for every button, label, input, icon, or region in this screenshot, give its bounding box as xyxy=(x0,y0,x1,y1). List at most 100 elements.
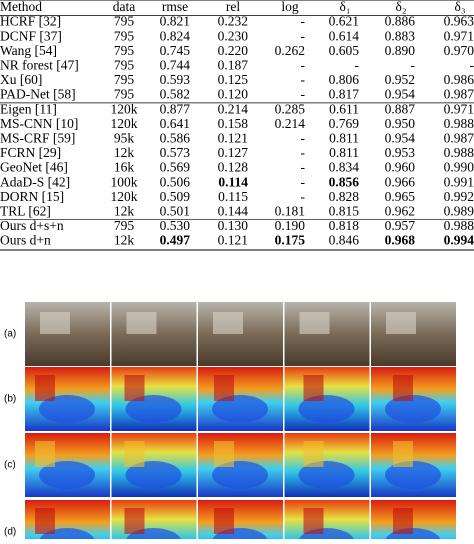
table-cell: 0.745 xyxy=(160,43,191,58)
table-cell: 0.114 xyxy=(218,174,248,189)
table-cell: 12k xyxy=(114,145,135,160)
table-cell: 0.987 xyxy=(444,130,474,145)
depth-blob xyxy=(125,441,145,467)
table-cell: - xyxy=(411,57,416,72)
table-cell: 795 xyxy=(114,14,135,29)
depth-blob xyxy=(304,508,324,534)
table-cell: 0.506 xyxy=(160,174,191,189)
table-cell: 0.890 xyxy=(385,43,416,58)
photo-detail xyxy=(127,312,157,334)
table-cell: 12k xyxy=(114,203,135,218)
table-cell: 0.744 xyxy=(160,57,191,72)
table-cell: 0.262 xyxy=(275,43,305,58)
table-cell: 0.877 xyxy=(160,101,191,116)
table-cell: TRL [62] xyxy=(0,203,51,218)
header-cell: log xyxy=(281,0,299,14)
table-cell: 0.115 xyxy=(218,189,248,204)
table-cell: 120k xyxy=(111,116,138,131)
table-cell: 0.621 xyxy=(329,14,359,29)
table-cell: DORN [15] xyxy=(0,189,64,204)
header-cell: δ₁ xyxy=(339,0,350,14)
table-cell: 0.530 xyxy=(160,218,191,233)
table-cell: 0.966 xyxy=(385,174,416,189)
table-cell: MS-CNN [10] xyxy=(0,116,78,131)
table-cell: 120k xyxy=(111,101,138,116)
header-cell: δ₂ xyxy=(395,0,406,14)
table-cell: - xyxy=(301,57,306,72)
table-cell: 0.953 xyxy=(385,145,416,160)
table-cell: FCRN [29] xyxy=(0,145,61,160)
table-cell: 0.187 xyxy=(218,57,249,72)
table-cell: 0.828 xyxy=(329,189,360,204)
table-cell: 0.121 xyxy=(218,130,248,145)
table-cell: 120k xyxy=(111,189,138,204)
depth-blob xyxy=(393,508,413,534)
row-label: (c) xyxy=(4,460,16,471)
header-cell: Method xyxy=(0,0,42,14)
table-cell: - xyxy=(355,57,360,72)
table-cell: 0.127 xyxy=(218,145,249,160)
photo-detail xyxy=(40,312,70,334)
table-cell: 0.954 xyxy=(385,87,416,102)
table-cell: 0.968 xyxy=(385,233,416,248)
table-cell: 0.125 xyxy=(218,72,249,87)
header-cell: rel xyxy=(226,0,240,14)
table-cell: - xyxy=(301,130,306,145)
table-cell: 0.963 xyxy=(444,14,474,29)
table-cell: 0.769 xyxy=(329,116,360,131)
table-cell: 0.821 xyxy=(160,14,190,29)
table-cell: 0.960 xyxy=(385,160,416,175)
table-cell: 0.994 xyxy=(444,233,474,248)
depth-blob xyxy=(393,375,413,401)
row-label: (b) xyxy=(4,394,16,405)
table-cell: 0.501 xyxy=(160,203,190,218)
table-cell: 0.614 xyxy=(329,28,360,43)
table-cell: - xyxy=(301,28,306,43)
depth-blob xyxy=(125,508,145,534)
table-cell: - xyxy=(301,14,306,29)
table-cell: PAD-Net [58] xyxy=(0,87,76,102)
table-cell: 0.834 xyxy=(329,160,360,175)
table-cell: 0.214 xyxy=(218,101,249,116)
table-cell: 95k xyxy=(114,130,135,145)
row-label: (d) xyxy=(4,527,16,538)
table-cell: 0.988 xyxy=(444,116,474,131)
header-cell: rmse xyxy=(162,0,188,14)
table-cell: 0.573 xyxy=(160,145,191,160)
table-cell: 0.886 xyxy=(385,14,416,29)
table-cell: NR forest [47] xyxy=(0,57,79,72)
table-cell: 0.987 xyxy=(444,87,474,102)
table-cell: Ours d+s+n xyxy=(0,218,64,233)
table-cell: 0.806 xyxy=(329,72,360,87)
photo-detail xyxy=(213,312,243,334)
table-cell: 795 xyxy=(114,28,135,43)
table-cell: 0.989 xyxy=(444,203,474,218)
table-cell: 795 xyxy=(114,57,135,72)
depth-blob xyxy=(214,508,234,534)
table-cell: Eigen [11] xyxy=(0,101,57,116)
table-cell: 0.120 xyxy=(218,87,249,102)
table-cell: 16k xyxy=(114,160,135,175)
table-cell: 0.230 xyxy=(218,28,249,43)
table-cell: 0.815 xyxy=(329,203,360,218)
table-cell: 0.190 xyxy=(275,218,306,233)
table-cell: - xyxy=(301,72,306,87)
table-cell: GeoNet [46] xyxy=(0,160,68,175)
table-cell: 0.992 xyxy=(444,189,474,204)
table-cell: 0.181 xyxy=(275,203,305,218)
table-cell: 0.988 xyxy=(444,218,474,233)
table-cell: 0.605 xyxy=(329,43,360,58)
depth-blob xyxy=(214,441,234,467)
table-cell: 0.952 xyxy=(385,72,415,87)
table-cell: 0.970 xyxy=(444,43,474,58)
depth-blob xyxy=(35,375,55,401)
depth-blob xyxy=(35,441,55,467)
header-cell: δ₃ xyxy=(454,0,465,14)
table-cell: - xyxy=(470,57,474,72)
row-label: (a) xyxy=(4,329,16,340)
depth-blob xyxy=(304,375,324,401)
table-cell: 0.811 xyxy=(329,145,359,160)
table-cell: 795 xyxy=(114,43,135,58)
table-cell: - xyxy=(301,87,306,102)
